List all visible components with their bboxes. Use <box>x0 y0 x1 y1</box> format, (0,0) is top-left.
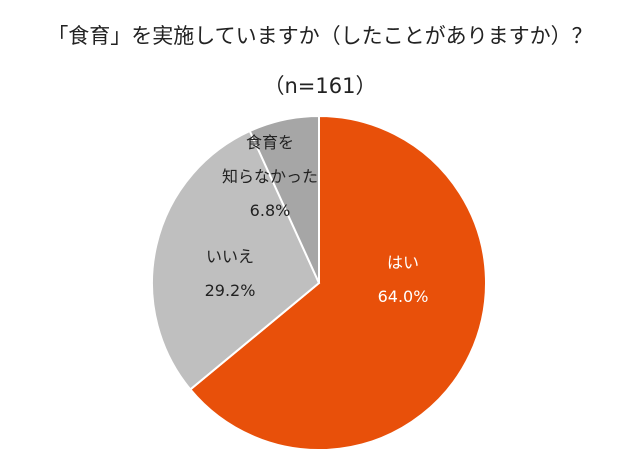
slice-category-label: 知らなかった <box>222 167 318 186</box>
slice-category-label: いいえ <box>206 247 254 266</box>
pie-slice <box>248 114 320 284</box>
slice-category-label: はい <box>387 253 419 272</box>
slice-value-label: 64.0% <box>378 287 429 306</box>
slice-value-label: 6.8% <box>250 201 291 220</box>
chart-subtitle: （n=161） <box>263 74 377 98</box>
slice-value-label: 29.2% <box>205 281 256 300</box>
pie-slice <box>188 114 487 451</box>
chart-title: 「食育」を実施していますか（したことがありますか）？ <box>47 24 593 48</box>
slice-category-label: 食育を <box>246 133 294 152</box>
pie-slice <box>151 129 321 391</box>
